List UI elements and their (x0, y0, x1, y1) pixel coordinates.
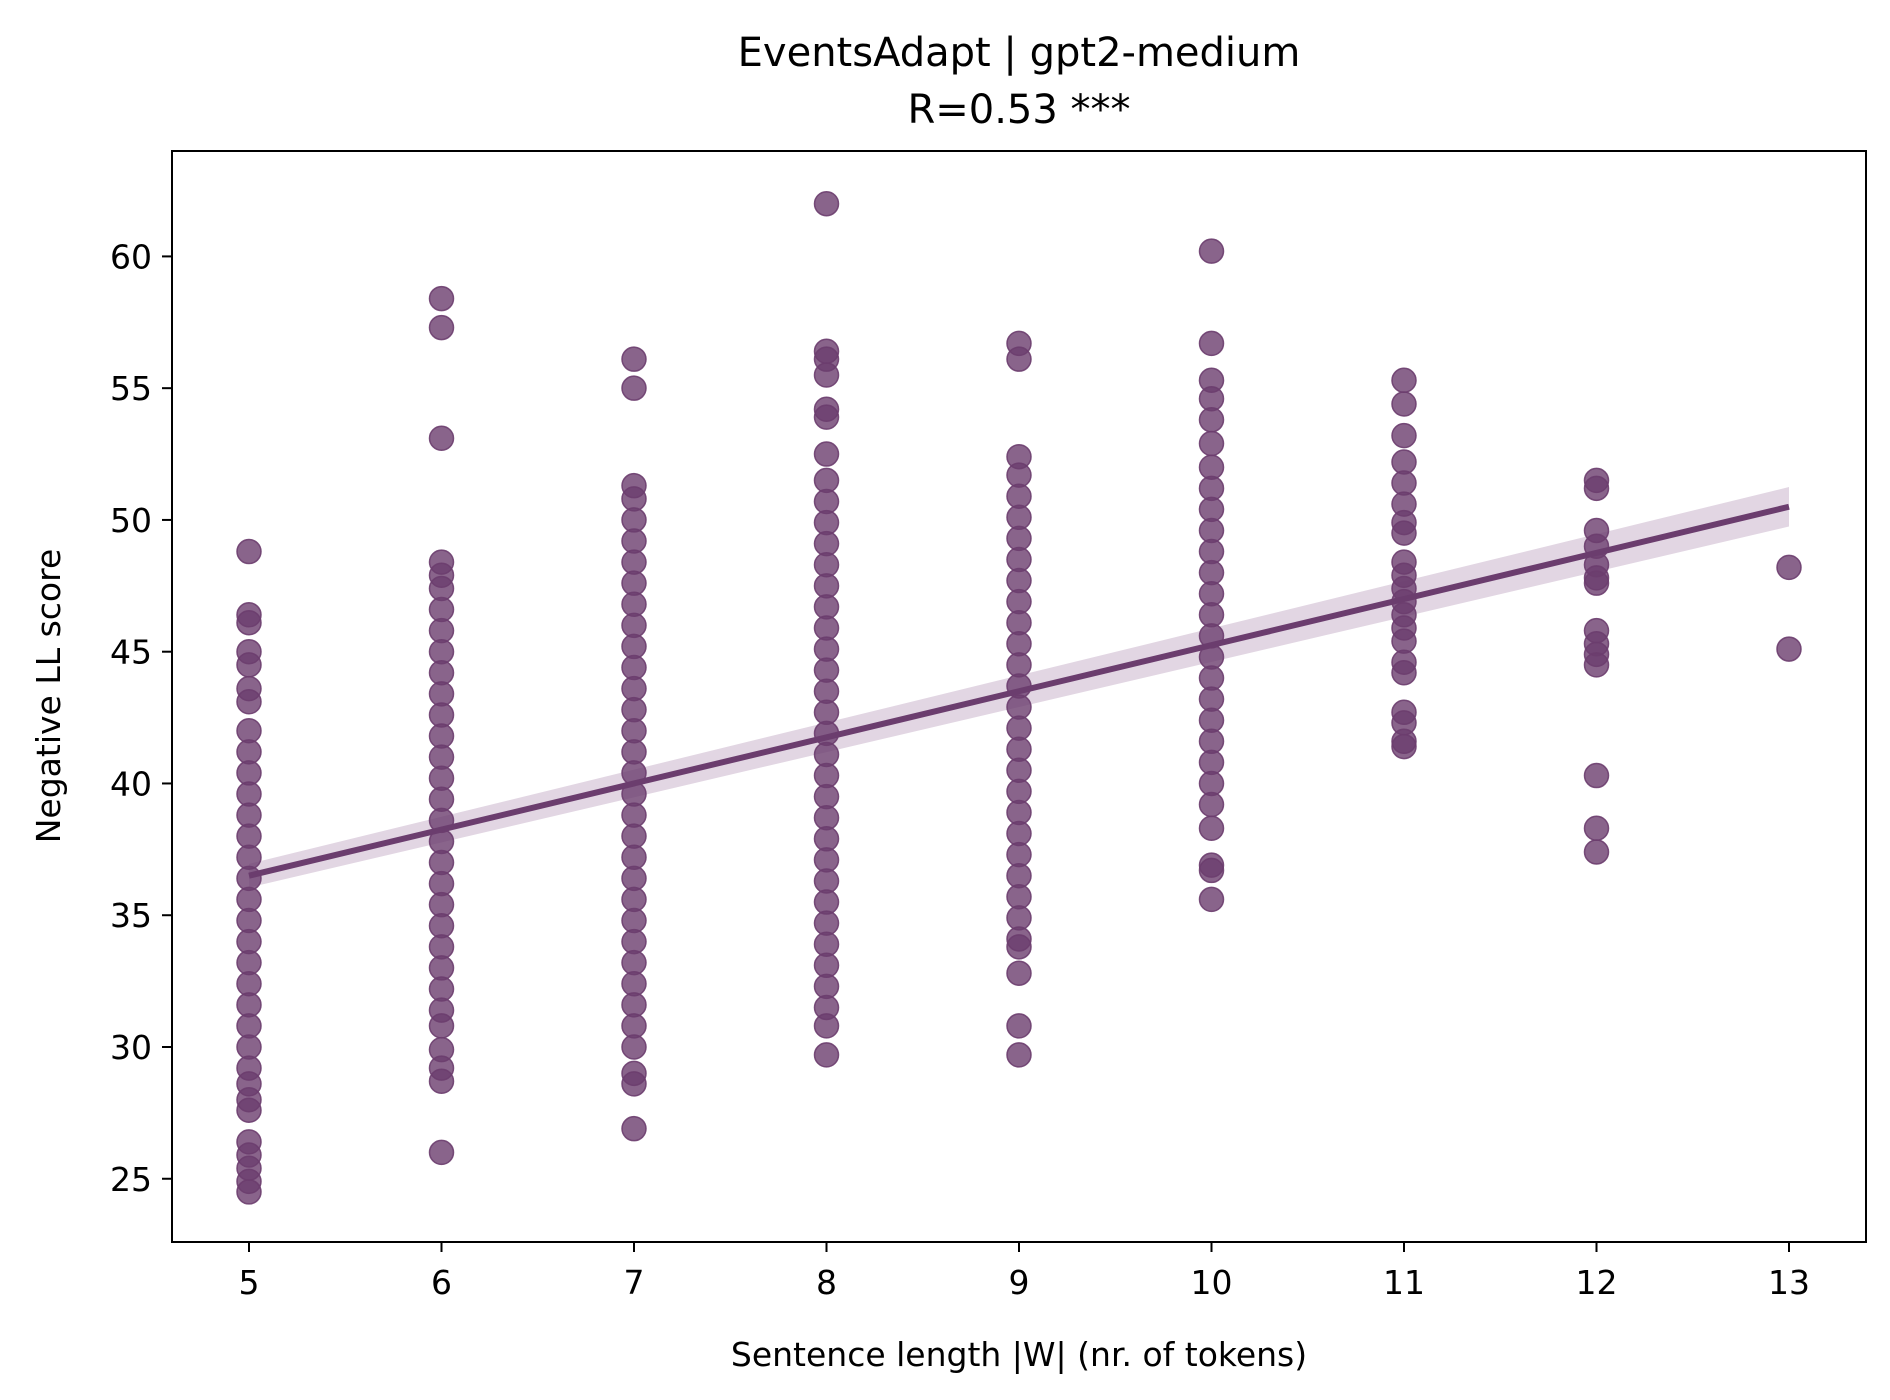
data-point (1776, 636, 1802, 662)
data-point (1391, 733, 1417, 760)
data-point (1583, 839, 1610, 865)
x-tick-label: 12 (1576, 1263, 1618, 1302)
x-axis-ticks: 5 6 7 8 9 10 11 12 13 (239, 1242, 1810, 1302)
data-point (813, 404, 840, 430)
data-point (1198, 430, 1225, 457)
data-point (1006, 960, 1032, 986)
data-point (621, 375, 647, 401)
data-point (1198, 791, 1225, 818)
y-tick-label: 60 (110, 237, 152, 276)
data-point (1198, 407, 1225, 433)
data-points-layer (236, 190, 1802, 1205)
data-point (1776, 554, 1802, 581)
y-axis-ticks: 25 30 35 40 45 50 55 60 (110, 237, 172, 1199)
x-tick-label: 10 (1191, 1263, 1233, 1302)
data-point (1198, 330, 1225, 357)
data-point (236, 538, 262, 565)
regression-line (248, 503, 1790, 879)
data-point (1006, 1042, 1032, 1068)
x-tick-label: 9 (1009, 1263, 1030, 1302)
data-point (621, 1071, 647, 1097)
x-tick-label: 13 (1768, 1263, 1810, 1302)
data-point (428, 425, 455, 451)
data-point (236, 652, 262, 678)
data-point (1391, 367, 1417, 394)
data-point (428, 1139, 455, 1166)
data-point (813, 362, 840, 388)
data-point (1391, 422, 1417, 449)
data-point (428, 285, 455, 312)
data-point (1198, 857, 1225, 884)
data-point (1198, 815, 1225, 842)
data-point (428, 1068, 455, 1094)
data-point (236, 609, 262, 636)
data-point (1006, 346, 1032, 372)
x-tick-label: 11 (1383, 1263, 1425, 1302)
regression-line-layer (248, 503, 1790, 879)
y-tick-label: 35 (110, 896, 152, 935)
data-point (1391, 520, 1417, 546)
data-point (621, 346, 647, 372)
y-tick-label: 25 (110, 1160, 152, 1199)
data-point (621, 1034, 647, 1060)
data-point (813, 1042, 840, 1068)
data-point (621, 1115, 647, 1142)
x-tick-label: 5 (239, 1263, 260, 1302)
data-point (236, 1179, 262, 1205)
data-point (428, 1013, 455, 1039)
x-axis-label: Sentence length |W| (nr. of tokens) (731, 1335, 1307, 1374)
data-point (1391, 391, 1417, 417)
x-tick-label: 7 (624, 1263, 645, 1302)
y-tick-label: 55 (110, 369, 152, 408)
data-point (1583, 570, 1610, 596)
x-tick-label: 6 (431, 1263, 452, 1302)
data-point (1006, 934, 1032, 960)
data-point (813, 190, 840, 217)
data-point (428, 314, 455, 341)
data-point (1583, 475, 1610, 502)
y-tick-label: 45 (110, 633, 152, 672)
data-point (236, 689, 262, 715)
data-point (1198, 238, 1225, 264)
data-point (1198, 886, 1225, 913)
data-point (813, 1013, 840, 1039)
chart-title: EventsAdapt | gpt2-medium (738, 30, 1301, 76)
data-point (1583, 762, 1610, 789)
data-point (813, 441, 840, 467)
chart-subtitle: R=0.53 *** (907, 87, 1130, 133)
data-point (1391, 660, 1417, 686)
data-point (236, 1097, 262, 1123)
y-tick-label: 40 (110, 764, 152, 803)
y-tick-label: 30 (110, 1028, 152, 1067)
y-axis-label: Negative LL score (29, 549, 68, 844)
data-point (1583, 815, 1610, 842)
y-tick-label: 50 (110, 501, 152, 540)
data-point (1583, 652, 1610, 678)
x-tick-label: 8 (816, 1263, 837, 1302)
data-point (1006, 1013, 1032, 1039)
